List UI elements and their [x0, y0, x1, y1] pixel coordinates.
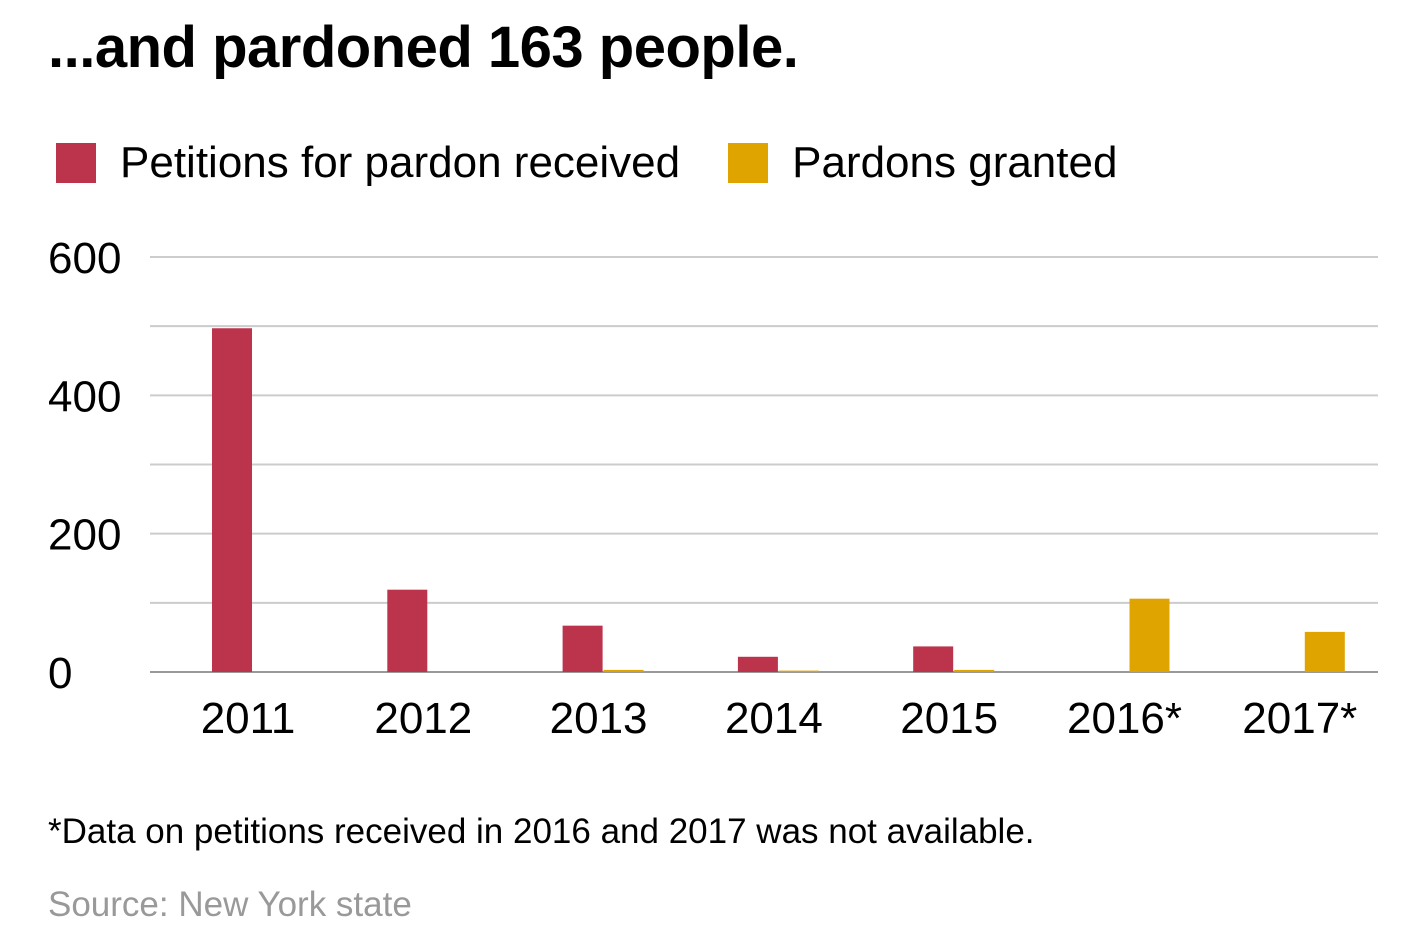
source-note: Source: New York state: [48, 885, 412, 924]
x-tick-label: 2017*: [1242, 694, 1357, 743]
x-tick-label: 2016*: [1067, 694, 1182, 743]
bar-pardons: [603, 669, 644, 672]
legend-swatch-petitions: [56, 143, 96, 183]
x-tick-label: 2012: [374, 694, 472, 743]
legend-swatch-pardons: [728, 143, 769, 183]
x-tick-label: 2015: [900, 694, 998, 743]
bar-petitions: [212, 328, 252, 672]
footnote: *Data on petitions received in 2016 and …: [48, 812, 1035, 851]
y-tick-label: 200: [48, 511, 121, 560]
x-tick-label: 2014: [725, 694, 823, 743]
chart-title: ...and pardoned 163 people.: [48, 15, 799, 80]
legend-item-pardons: Pardons granted: [728, 138, 1117, 188]
bar-pardons: [778, 670, 819, 672]
bar-chart: 0 200 400 600 2011 2012 2013 2014 2015 2016* 2017*: [48, 234, 1378, 743]
x-tick-label: 2013: [550, 694, 648, 743]
legend-item-petitions: Petitions for pardon received: [56, 138, 680, 188]
bar-pardons: [954, 669, 995, 672]
legend: Petitions for pardon received Pardons gr…: [56, 138, 1165, 188]
legend-label-petitions: Petitions for pardon received: [120, 138, 681, 187]
x-tick-label: 2011: [201, 694, 296, 743]
bar-petitions: [737, 656, 778, 672]
bar-petitions: [562, 625, 603, 672]
y-tick-label: 600: [48, 234, 121, 283]
bar-pardons: [1304, 631, 1345, 672]
y-tick-label: 0: [48, 649, 72, 698]
bar-petitions: [913, 646, 954, 672]
legend-label-pardons: Pardons granted: [792, 138, 1118, 187]
bar-petitions: [387, 589, 428, 672]
y-tick-label: 400: [48, 372, 121, 421]
bar-pardons: [1129, 598, 1170, 672]
